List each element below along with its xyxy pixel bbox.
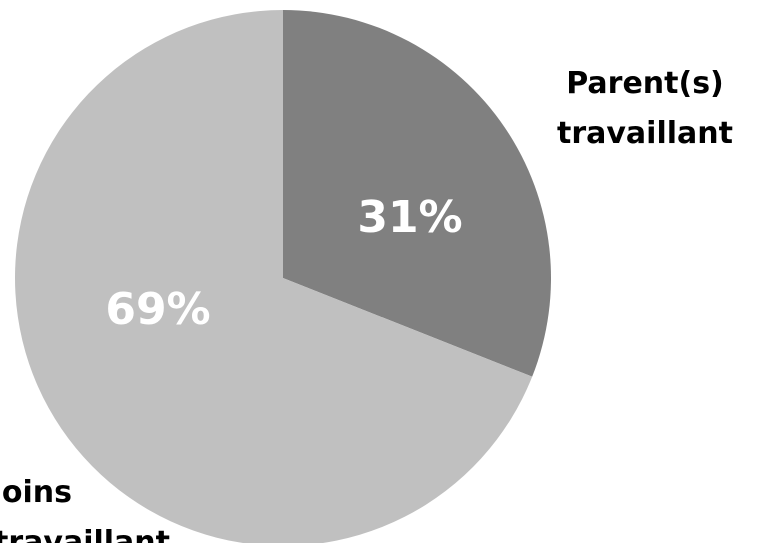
category-label-slice-1-line-1: Moins: [0, 475, 72, 510]
category-label-slice-1-line-2: travaillant: [0, 525, 170, 543]
value-label-slice-0: 31%: [357, 192, 462, 243]
pie-slices: [15, 10, 552, 543]
value-label-slice-1: 69%: [105, 284, 210, 335]
pie-category-labels: Parent(s) travaillant Moins travaillant: [0, 66, 733, 543]
category-label-slice-0-line-1: Parent(s): [566, 66, 724, 101]
pie-value-labels: 31% 69%: [105, 192, 462, 335]
category-label-slice-0-line-2: travaillant: [557, 116, 733, 151]
pie-slice-0: [283, 10, 552, 377]
pie-slice-1: [15, 10, 533, 543]
